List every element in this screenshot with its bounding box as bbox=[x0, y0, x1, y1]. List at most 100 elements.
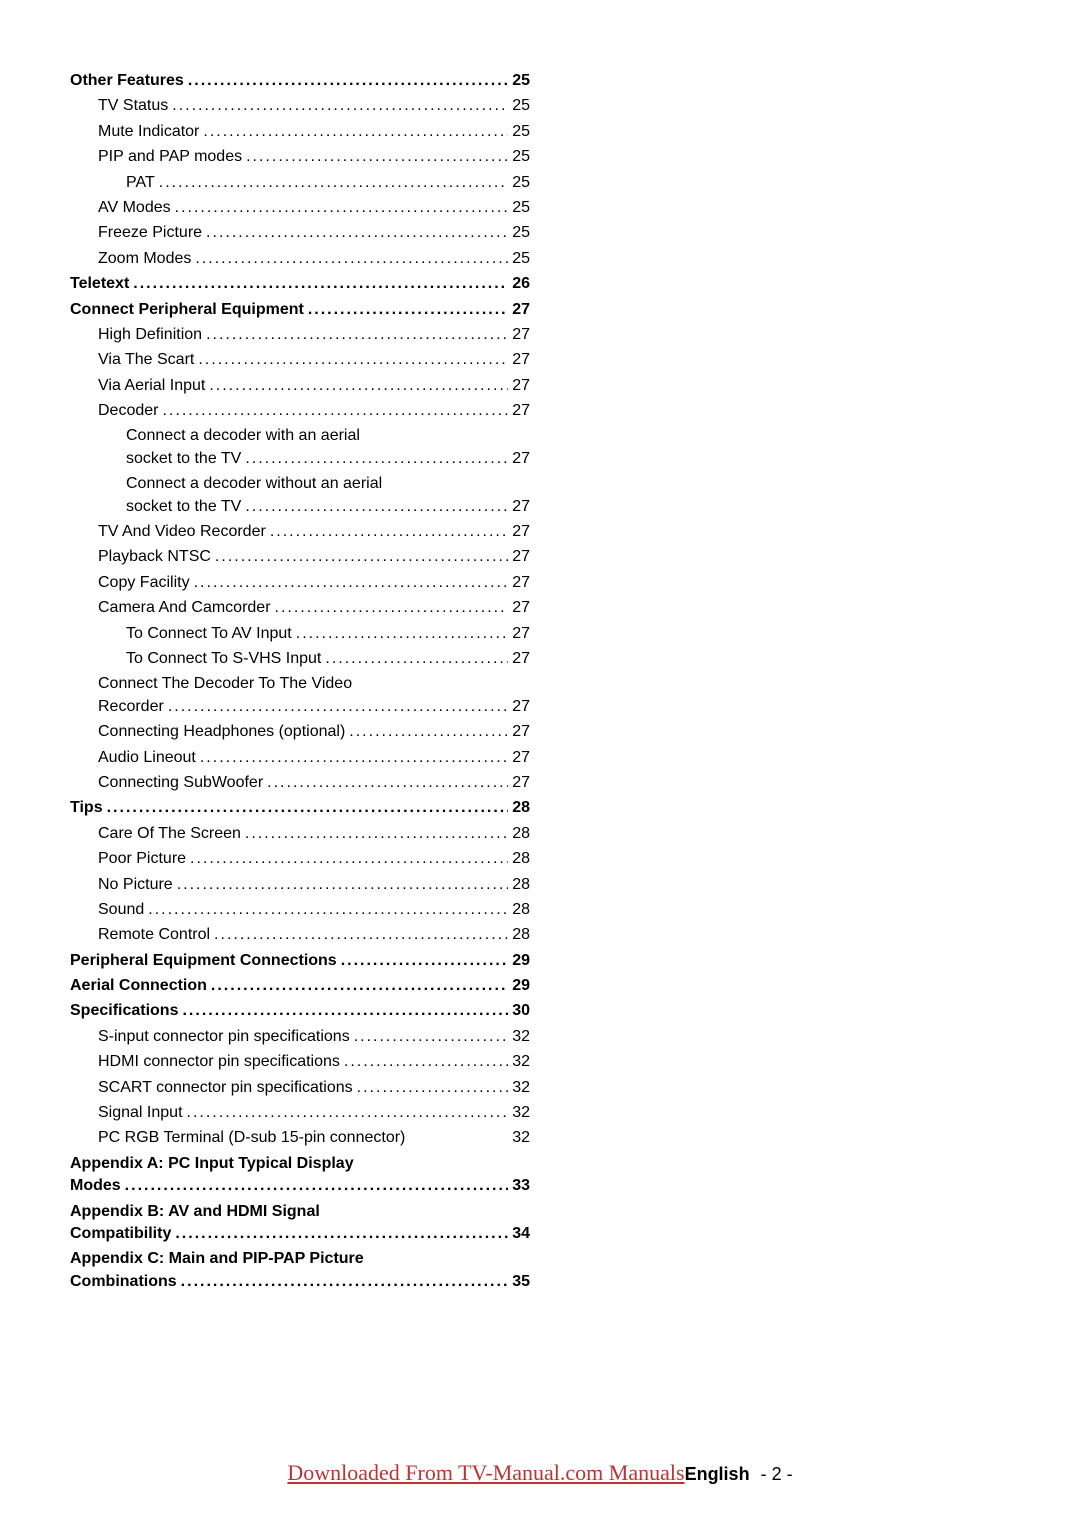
toc-entry: Connect a decoder without an aerialsocke… bbox=[70, 473, 530, 518]
toc-dots bbox=[190, 848, 508, 870]
toc-dots bbox=[246, 146, 508, 168]
toc-label: Via The Scart bbox=[98, 349, 194, 371]
toc-label: Connecting Headphones (optional) bbox=[98, 721, 345, 743]
toc-page: 27 bbox=[512, 299, 530, 321]
toc-entry: Playback NTSC27 bbox=[70, 546, 530, 568]
toc-entry: Freeze Picture25 bbox=[70, 222, 530, 244]
toc-page: 28 bbox=[512, 797, 530, 819]
toc-entry-line2: Compatibility34 bbox=[70, 1223, 530, 1245]
toc-page: 27 bbox=[512, 572, 530, 594]
toc-entry: Connect a decoder with an aerialsocket t… bbox=[70, 425, 530, 470]
footer-link[interactable]: Downloaded From TV-Manual.com Manuals bbox=[287, 1460, 684, 1485]
toc-entry-line2: Recorder27 bbox=[70, 696, 530, 718]
toc-entry: Connecting SubWoofer27 bbox=[70, 772, 530, 794]
toc-label: Appendix A: PC Input Typical Display bbox=[70, 1153, 530, 1175]
toc-label: To Connect To S-VHS Input bbox=[126, 648, 321, 670]
toc-entry: Other Features 25 bbox=[70, 70, 530, 92]
toc-dots bbox=[107, 797, 509, 819]
toc-entry: Tips28 bbox=[70, 797, 530, 819]
toc-page: 25 bbox=[512, 146, 530, 168]
toc-page: 26 bbox=[512, 273, 530, 295]
page-footer: Downloaded From TV-Manual.com ManualsEng… bbox=[0, 1460, 1080, 1486]
toc-page: 32 bbox=[512, 1051, 530, 1073]
toc-dots bbox=[203, 121, 508, 143]
toc-entry: Appendix B: AV and HDMI SignalCompatibil… bbox=[70, 1201, 530, 1246]
toc-label: Aerial Connection bbox=[70, 975, 207, 997]
footer-page-number: - 2 - bbox=[761, 1464, 793, 1484]
toc-dots bbox=[175, 197, 509, 219]
toc-label: PAT bbox=[126, 172, 155, 194]
toc-page: 35 bbox=[512, 1271, 530, 1293]
toc-dots bbox=[341, 950, 509, 972]
toc-dots bbox=[194, 572, 509, 594]
toc-entry: Zoom Modes25 bbox=[70, 248, 530, 270]
toc-dots bbox=[159, 172, 508, 194]
toc-page: 25 bbox=[512, 197, 530, 219]
toc-label: Connect The Decoder To The Video bbox=[70, 673, 530, 695]
toc-dots bbox=[162, 400, 508, 422]
toc-entry: Connect Peripheral Equipment27 bbox=[70, 299, 530, 321]
toc-page: 27 bbox=[512, 324, 530, 346]
toc-label: Camera And Camcorder bbox=[98, 597, 271, 619]
toc-page: 25 bbox=[512, 248, 530, 270]
toc-label: Peripheral Equipment Connections bbox=[70, 950, 337, 972]
toc-label: Decoder bbox=[98, 400, 158, 422]
toc-label: Connect a decoder without an aerial bbox=[70, 473, 530, 495]
toc-page: 32 bbox=[512, 1102, 530, 1124]
toc-page: 27 bbox=[512, 521, 530, 543]
toc-label: PIP and PAP modes bbox=[98, 146, 242, 168]
toc-page: 27 bbox=[512, 747, 530, 769]
toc-dots bbox=[181, 1271, 509, 1293]
toc-entry: Connecting Headphones (optional)27 bbox=[70, 721, 530, 743]
toc-dots bbox=[344, 1051, 508, 1073]
toc-entry: SCART connector pin specifications32 bbox=[70, 1077, 530, 1099]
toc-label: PC RGB Terminal (D-sub 15-pin connector) bbox=[98, 1127, 405, 1149]
toc-page: 28 bbox=[512, 924, 530, 946]
toc-entry: No Picture28 bbox=[70, 874, 530, 896]
toc-label: S-input connector pin specifications bbox=[98, 1026, 350, 1048]
toc-entry: Aerial Connection29 bbox=[70, 975, 530, 997]
toc-label: Recorder bbox=[98, 696, 164, 718]
toc-dots bbox=[214, 924, 508, 946]
toc-label: Care Of The Screen bbox=[98, 823, 241, 845]
toc-page: 25 bbox=[512, 70, 530, 92]
toc-label: Other Features bbox=[70, 70, 184, 92]
toc-label: Mute Indicator bbox=[98, 121, 199, 143]
toc-entry-line2: Modes 33 bbox=[70, 1175, 530, 1197]
toc-page: 27 bbox=[512, 496, 530, 518]
toc-label: To Connect To AV Input bbox=[126, 623, 292, 645]
toc-entry: TV And Video Recorder27 bbox=[70, 521, 530, 543]
toc-page: 33 bbox=[512, 1175, 530, 1197]
toc-dots bbox=[325, 648, 508, 670]
toc-entry: Remote Control28 bbox=[70, 924, 530, 946]
toc-entry: Copy Facility27 bbox=[70, 572, 530, 594]
toc-page: 25 bbox=[512, 172, 530, 194]
toc-entry: HDMI connector pin specifications32 bbox=[70, 1051, 530, 1073]
toc-page: 25 bbox=[512, 95, 530, 117]
toc-page: 27 bbox=[512, 772, 530, 794]
toc-entry-line2: socket to the TV27 bbox=[70, 448, 530, 470]
toc-page: 32 bbox=[512, 1127, 530, 1149]
toc-dots bbox=[349, 721, 508, 743]
toc-label: Via Aerial Input bbox=[98, 375, 205, 397]
toc-label: Modes bbox=[70, 1175, 121, 1197]
toc-dots bbox=[245, 448, 508, 470]
toc-dots bbox=[245, 823, 508, 845]
toc-dots bbox=[175, 1223, 508, 1245]
toc-entry: Appendix C: Main and PIP-PAP PictureComb… bbox=[70, 1248, 530, 1293]
toc-dots bbox=[206, 222, 508, 244]
toc-page: 27 bbox=[512, 349, 530, 371]
toc-entry: Camera And Camcorder27 bbox=[70, 597, 530, 619]
toc-entry: Audio Lineout27 bbox=[70, 747, 530, 769]
toc-dots bbox=[125, 1175, 509, 1197]
toc-page: 25 bbox=[512, 222, 530, 244]
toc-page: 27 bbox=[512, 623, 530, 645]
toc-page: 28 bbox=[512, 899, 530, 921]
toc-label: Combinations bbox=[70, 1271, 177, 1293]
toc-label: Sound bbox=[98, 899, 144, 921]
toc-dots bbox=[354, 1026, 509, 1048]
toc-dots bbox=[206, 324, 508, 346]
toc-entry: Via The Scart 27 bbox=[70, 349, 530, 371]
toc-label: No Picture bbox=[98, 874, 173, 896]
toc-entry: High Definition27 bbox=[70, 324, 530, 346]
